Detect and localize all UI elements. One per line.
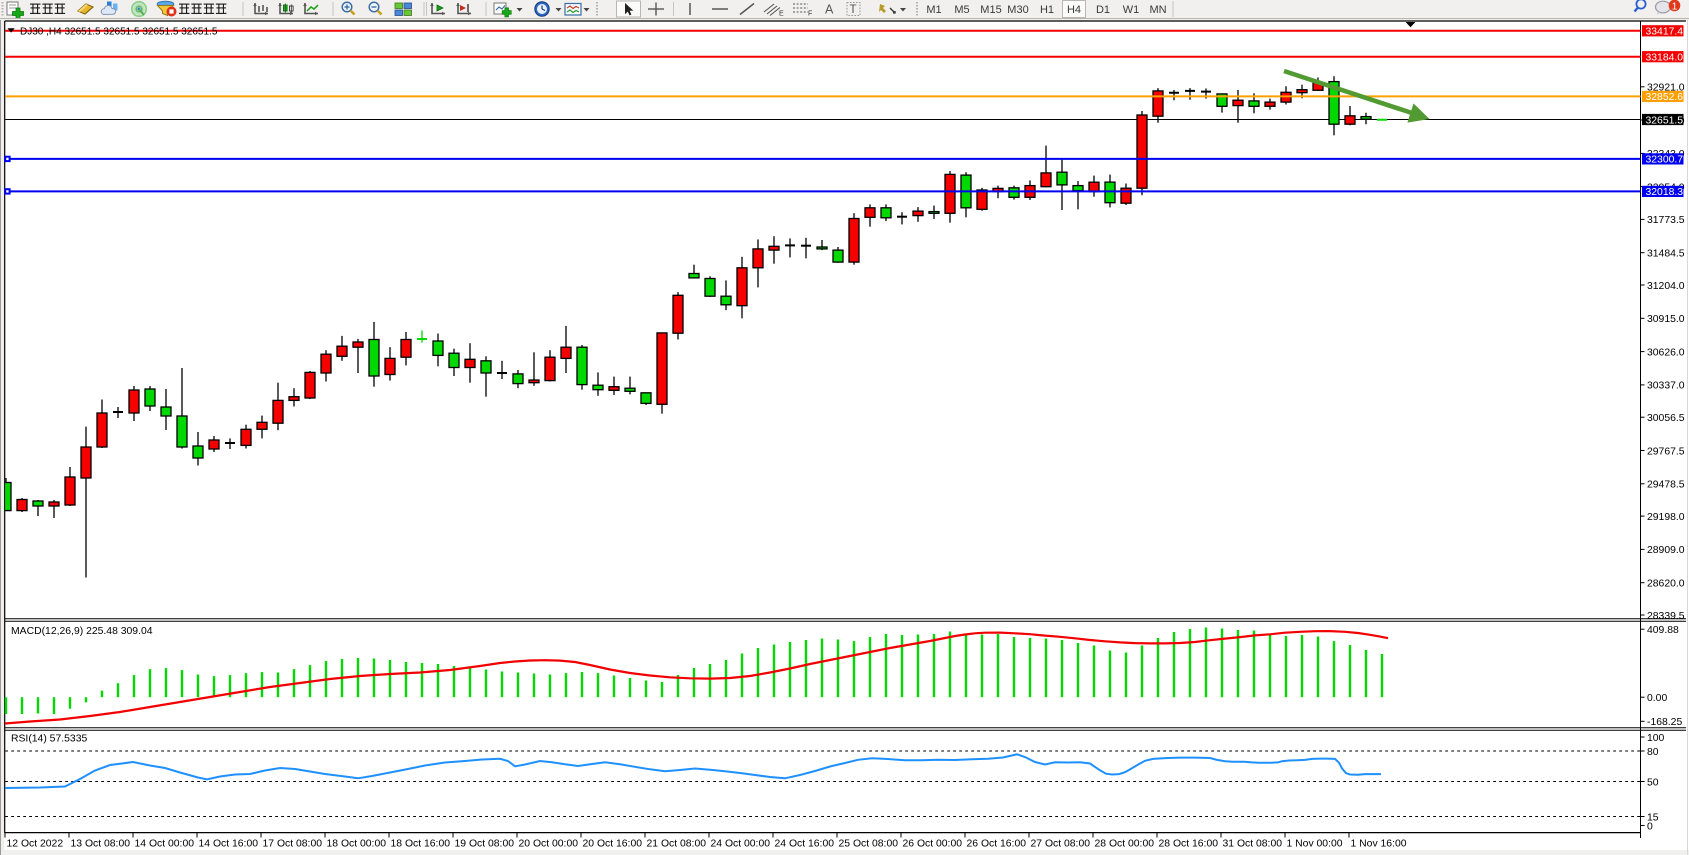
svg-text:30915.0: 30915.0 <box>1647 314 1685 325</box>
svg-text:0.00: 0.00 <box>1647 693 1667 704</box>
svg-text:13 Oct 08:00: 13 Oct 08:00 <box>71 838 131 849</box>
svg-text:28 Oct 16:00: 28 Oct 16:00 <box>1159 838 1219 849</box>
svg-text:25 Oct 08:00: 25 Oct 08:00 <box>839 838 899 849</box>
svg-text:DJ30 ,H4 32651.5 32651.5 3265: DJ30 ,H4 32651.5 32651.5 32651.5 32651.5 <box>20 26 218 37</box>
svg-text:24 Oct 16:00: 24 Oct 16:00 <box>775 838 835 849</box>
svg-text:31204.0: 31204.0 <box>1647 281 1685 292</box>
svg-text:W1: W1 <box>1123 4 1140 16</box>
svg-text:29767.5: 29767.5 <box>1647 446 1685 457</box>
svg-text:27 Oct 08:00: 27 Oct 08:00 <box>1031 838 1091 849</box>
svg-text:M30: M30 <box>1007 4 1028 16</box>
svg-text:21 Oct 08:00: 21 Oct 08:00 <box>647 838 707 849</box>
svg-text:M5: M5 <box>954 4 969 16</box>
svg-text:H1: H1 <box>1040 4 1054 16</box>
svg-text:409.88: 409.88 <box>1647 625 1679 636</box>
svg-text:0: 0 <box>1647 821 1653 832</box>
svg-text:T: T <box>850 4 857 16</box>
svg-text:32300.7: 32300.7 <box>1646 155 1684 166</box>
svg-text:31773.5: 31773.5 <box>1647 215 1685 226</box>
svg-text:12 Oct 2022: 12 Oct 2022 <box>7 838 64 849</box>
svg-text:33184.0: 33184.0 <box>1646 53 1684 64</box>
svg-text:H4: H4 <box>1067 4 1081 16</box>
svg-text:F: F <box>808 11 812 18</box>
svg-text:28 Oct 00:00: 28 Oct 00:00 <box>1095 838 1155 849</box>
svg-text:33417.4: 33417.4 <box>1646 27 1684 38</box>
svg-text:E: E <box>779 11 784 18</box>
svg-text:24 Oct 00:00: 24 Oct 00:00 <box>711 838 771 849</box>
svg-text:18 Oct 16:00: 18 Oct 16:00 <box>391 838 451 849</box>
svg-text:20 Oct 16:00: 20 Oct 16:00 <box>583 838 643 849</box>
svg-text:26 Oct 00:00: 26 Oct 00:00 <box>903 838 963 849</box>
svg-text:32651.5: 32651.5 <box>1646 115 1684 126</box>
svg-text:28620.0: 28620.0 <box>1647 579 1685 590</box>
svg-text:M15: M15 <box>980 4 1001 16</box>
svg-text:30056.5: 30056.5 <box>1647 413 1685 424</box>
svg-text:14 Oct 00:00: 14 Oct 00:00 <box>135 838 195 849</box>
svg-text:30626.0: 30626.0 <box>1647 347 1685 358</box>
svg-text:28339.5: 28339.5 <box>1647 611 1685 622</box>
svg-text:18 Oct 00:00: 18 Oct 00:00 <box>327 838 387 849</box>
svg-text:MACD(12,26,9) 225.48 309.04: MACD(12,26,9) 225.48 309.04 <box>11 626 153 637</box>
svg-text:50: 50 <box>1647 777 1659 788</box>
svg-text:14 Oct 16:00: 14 Oct 16:00 <box>199 838 259 849</box>
svg-text:31 Oct 08:00: 31 Oct 08:00 <box>1223 838 1283 849</box>
svg-text:32852.6: 32852.6 <box>1646 92 1684 103</box>
svg-text:80: 80 <box>1647 747 1659 758</box>
svg-text:RSI(14) 57.5335: RSI(14) 57.5335 <box>11 734 87 745</box>
svg-text:26 Oct 16:00: 26 Oct 16:00 <box>967 838 1027 849</box>
svg-text:D1: D1 <box>1096 4 1110 16</box>
svg-text:1 Nov 16:00: 1 Nov 16:00 <box>1351 838 1407 849</box>
svg-text:30337.0: 30337.0 <box>1647 381 1685 392</box>
svg-text:100: 100 <box>1647 733 1665 744</box>
svg-text:32921.0: 32921.0 <box>1647 83 1685 94</box>
svg-text:29198.0: 29198.0 <box>1647 512 1685 523</box>
svg-text:29478.5: 29478.5 <box>1647 480 1685 491</box>
svg-text:A: A <box>825 3 834 17</box>
svg-text:31484.5: 31484.5 <box>1647 249 1685 260</box>
svg-text:1: 1 <box>1672 2 1678 13</box>
svg-text:20 Oct 00:00: 20 Oct 00:00 <box>519 838 579 849</box>
svg-text:MN: MN <box>1149 4 1166 16</box>
svg-text:32018.3: 32018.3 <box>1646 187 1684 198</box>
svg-text:19 Oct 08:00: 19 Oct 08:00 <box>455 838 515 849</box>
svg-text:15: 15 <box>1647 812 1659 823</box>
svg-text:-168.25: -168.25 <box>1647 717 1682 728</box>
svg-text:1 Nov 00:00: 1 Nov 00:00 <box>1287 838 1343 849</box>
svg-text:M1: M1 <box>926 4 941 16</box>
svg-text:28909.0: 28909.0 <box>1647 545 1685 556</box>
svg-text:17 Oct 08:00: 17 Oct 08:00 <box>263 838 323 849</box>
